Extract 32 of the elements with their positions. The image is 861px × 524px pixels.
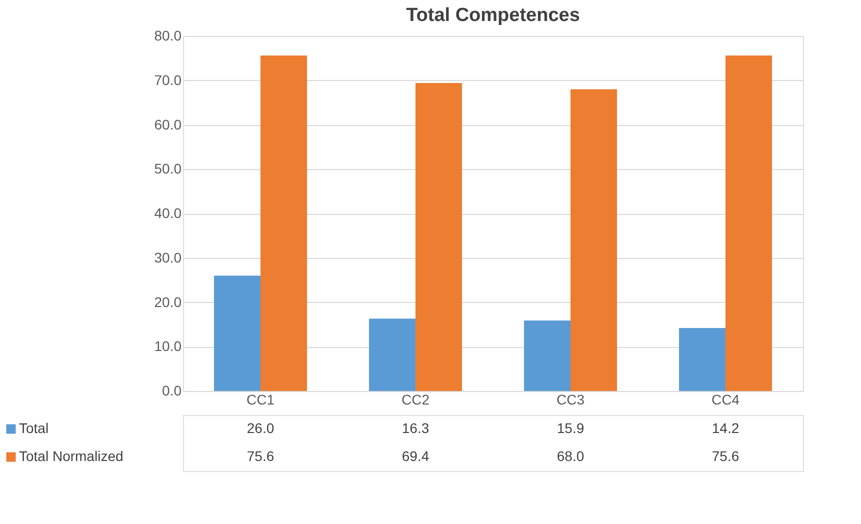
- data-label: 75.6: [712, 448, 740, 464]
- bar: [260, 56, 307, 391]
- y-tick-label: 30.0: [154, 249, 182, 266]
- bar: [570, 89, 617, 391]
- data-label: 16.3: [402, 420, 430, 436]
- bar: [726, 56, 772, 391]
- y-tick-label: 50.0: [154, 160, 182, 177]
- legend-label: Total: [19, 420, 49, 436]
- y-tick-label: 60.0: [154, 116, 182, 132]
- bar: [416, 83, 462, 391]
- y-tick-label: 20.0: [154, 294, 182, 310]
- data-label: 68.0: [556, 448, 584, 464]
- data-label: 15.9: [556, 420, 584, 436]
- legend-label: Total Normalized: [19, 448, 124, 464]
- bar: [679, 328, 726, 391]
- data-label: 14.2: [712, 420, 740, 436]
- y-tick-label: 10.0: [154, 338, 182, 354]
- y-tick-label: 0.0: [162, 382, 182, 398]
- chart-title: Total Competences: [406, 5, 580, 26]
- bar: [369, 318, 416, 391]
- x-tick-label: CC1: [246, 392, 275, 408]
- data-label: 26.0: [246, 420, 274, 436]
- data-label: 69.4: [402, 448, 430, 464]
- data-label: 75.6: [246, 448, 274, 464]
- y-tick-label: 80.0: [154, 28, 182, 44]
- x-tick-label: CC3: [556, 392, 585, 408]
- y-tick-label: 40.0: [154, 205, 182, 221]
- bar: [214, 276, 260, 391]
- x-tick-label: CC4: [711, 392, 740, 408]
- bar: [524, 320, 570, 391]
- y-tick-label: 70.0: [154, 72, 182, 88]
- x-tick-label: CC2: [401, 392, 430, 408]
